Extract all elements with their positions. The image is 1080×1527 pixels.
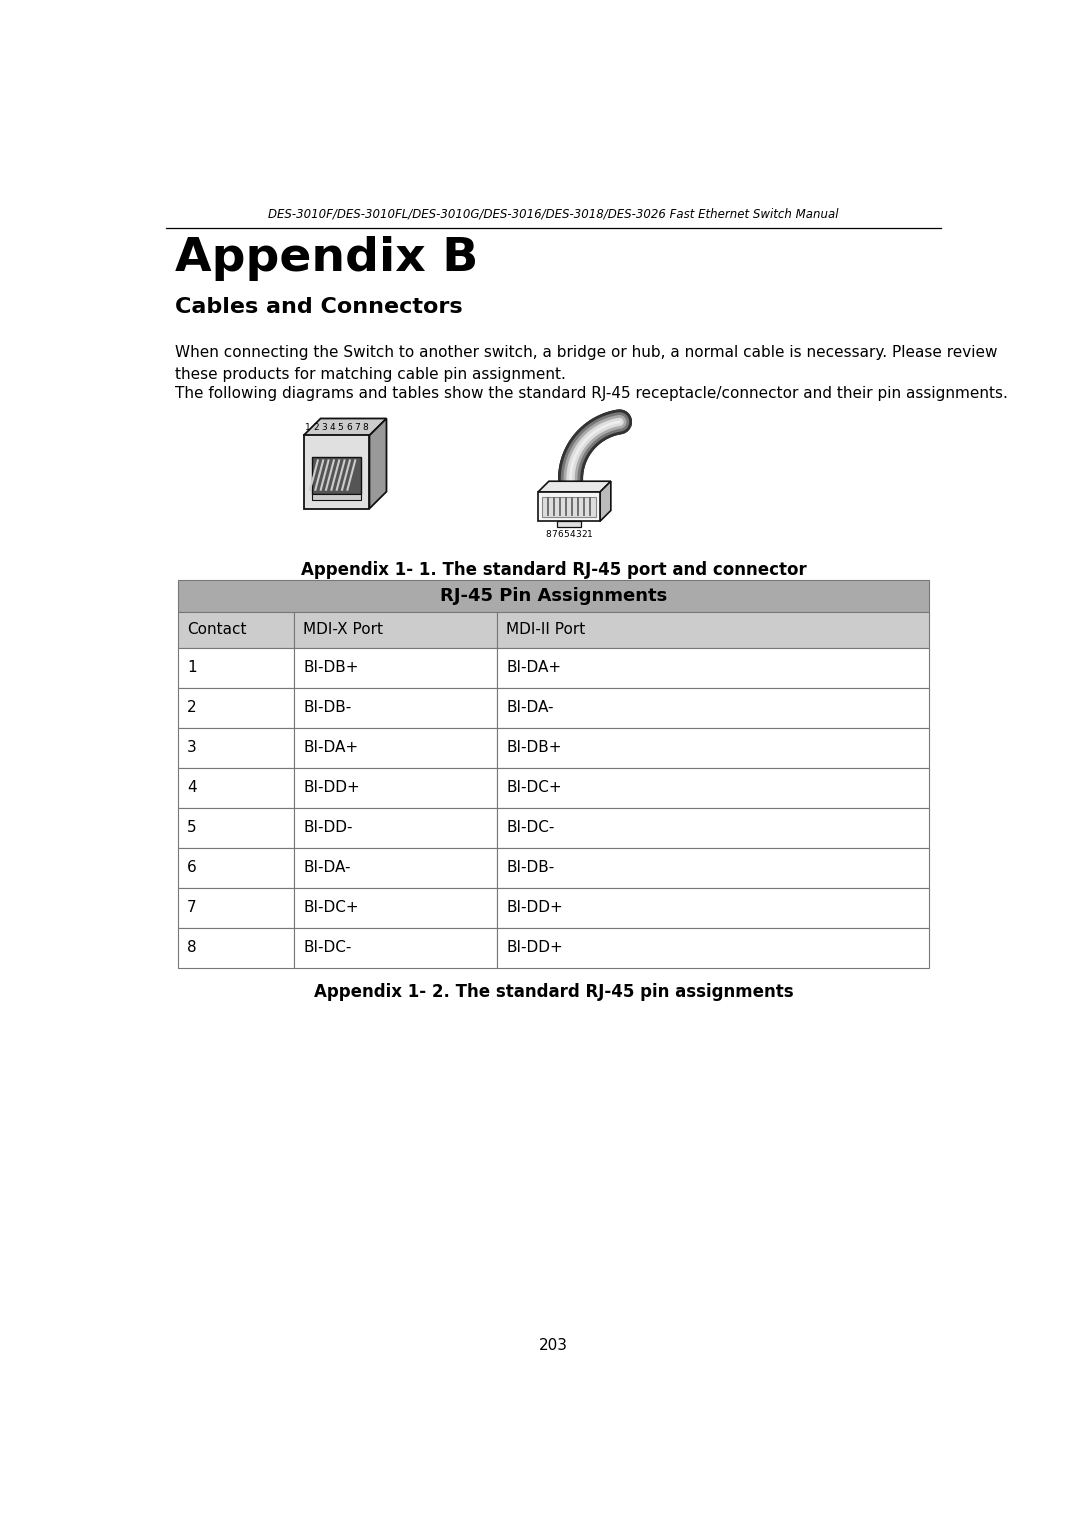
Bar — [294, 612, 497, 647]
Text: Appendix 1- 2. The standard RJ-45 pin assignments: Appendix 1- 2. The standard RJ-45 pin as… — [313, 983, 794, 1002]
Text: Cables and Connectors: Cables and Connectors — [175, 298, 463, 318]
Text: 3: 3 — [576, 530, 581, 539]
Text: BI-DA-: BI-DA- — [507, 699, 554, 715]
Text: Appendix B: Appendix B — [175, 235, 478, 281]
Bar — [177, 647, 294, 687]
Bar — [177, 887, 294, 928]
Text: 5: 5 — [338, 423, 343, 432]
Bar — [312, 458, 361, 495]
Bar — [497, 728, 930, 768]
Text: BI-DB+: BI-DB+ — [507, 741, 562, 756]
Bar — [177, 808, 294, 847]
Polygon shape — [600, 481, 611, 521]
Text: BI-DA+: BI-DA+ — [507, 660, 562, 675]
Text: 7: 7 — [187, 901, 197, 915]
Text: BI-DB-: BI-DB- — [303, 699, 352, 715]
Bar — [497, 647, 930, 687]
Bar — [497, 808, 930, 847]
Bar — [294, 728, 497, 768]
Bar — [294, 687, 497, 728]
Text: 3: 3 — [187, 741, 197, 756]
Text: MDI-X Port: MDI-X Port — [303, 623, 383, 637]
Text: Contact: Contact — [187, 623, 246, 637]
Text: BI-DD+: BI-DD+ — [507, 901, 563, 915]
Text: BI-DD+: BI-DD+ — [303, 780, 361, 796]
Bar — [294, 928, 497, 968]
Polygon shape — [369, 418, 387, 508]
Bar — [177, 612, 294, 647]
Bar — [294, 768, 497, 808]
Bar — [177, 768, 294, 808]
Text: BI-DA+: BI-DA+ — [303, 741, 359, 756]
Bar — [312, 495, 361, 501]
Bar — [497, 928, 930, 968]
Text: 4: 4 — [569, 530, 575, 539]
Text: MDI-II Port: MDI-II Port — [507, 623, 585, 637]
Text: BI-DC-: BI-DC- — [507, 820, 555, 835]
Text: 8: 8 — [187, 941, 197, 956]
Text: 7: 7 — [551, 530, 557, 539]
Text: 6: 6 — [187, 860, 197, 875]
Text: RJ-45 Pin Assignments: RJ-45 Pin Assignments — [440, 586, 667, 605]
Text: 3: 3 — [321, 423, 327, 432]
Text: BI-DD+: BI-DD+ — [507, 941, 563, 956]
Text: 2: 2 — [313, 423, 319, 432]
Bar — [542, 496, 596, 516]
Text: 8: 8 — [545, 530, 551, 539]
Text: 203: 203 — [539, 1338, 568, 1353]
Text: BI-DB-: BI-DB- — [507, 860, 555, 875]
Text: BI-DC+: BI-DC+ — [507, 780, 562, 796]
Text: 5: 5 — [563, 530, 569, 539]
Bar — [294, 647, 497, 687]
Bar — [557, 521, 581, 527]
Text: 1: 1 — [588, 530, 593, 539]
Polygon shape — [303, 418, 387, 435]
Text: BI-DB+: BI-DB+ — [303, 660, 359, 675]
Bar — [497, 768, 930, 808]
Text: 4: 4 — [329, 423, 335, 432]
Bar — [497, 847, 930, 887]
Bar — [177, 728, 294, 768]
Bar — [177, 687, 294, 728]
Text: BI-DC-: BI-DC- — [303, 941, 352, 956]
Polygon shape — [303, 435, 369, 508]
Text: DES-3010F/DES-3010FL/DES-3010G/DES-3016/DES-3018/DES-3026 Fast Ethernet Switch M: DES-3010F/DES-3010FL/DES-3010G/DES-3016/… — [268, 208, 839, 220]
Text: these products for matching cable pin assignment.: these products for matching cable pin as… — [175, 366, 566, 382]
Text: 4: 4 — [187, 780, 197, 796]
Text: 5: 5 — [187, 820, 197, 835]
Bar — [294, 808, 497, 847]
Text: BI-DC+: BI-DC+ — [303, 901, 359, 915]
Bar — [294, 887, 497, 928]
Text: 1: 1 — [187, 660, 197, 675]
Text: 2: 2 — [581, 530, 586, 539]
Text: BI-DD-: BI-DD- — [303, 820, 353, 835]
Text: 6: 6 — [557, 530, 563, 539]
Polygon shape — [538, 481, 611, 492]
Text: 6: 6 — [346, 423, 352, 432]
Text: Appendix 1- 1. The standard RJ-45 port and connector: Appendix 1- 1. The standard RJ-45 port a… — [300, 560, 807, 579]
Text: When connecting the Switch to another switch, a bridge or hub, a normal cable is: When connecting the Switch to another sw… — [175, 345, 998, 360]
Bar — [177, 847, 294, 887]
Text: 8: 8 — [363, 423, 368, 432]
Bar — [497, 687, 930, 728]
Text: 7: 7 — [354, 423, 360, 432]
Bar — [497, 887, 930, 928]
Text: BI-DA-: BI-DA- — [303, 860, 351, 875]
Text: 2: 2 — [187, 699, 197, 715]
Bar — [177, 928, 294, 968]
Text: 1: 1 — [305, 423, 311, 432]
Bar — [294, 847, 497, 887]
Bar — [497, 612, 930, 647]
Polygon shape — [538, 492, 600, 521]
Bar — [177, 580, 930, 612]
Text: The following diagrams and tables show the standard RJ-45 receptacle/connector a: The following diagrams and tables show t… — [175, 386, 1008, 400]
